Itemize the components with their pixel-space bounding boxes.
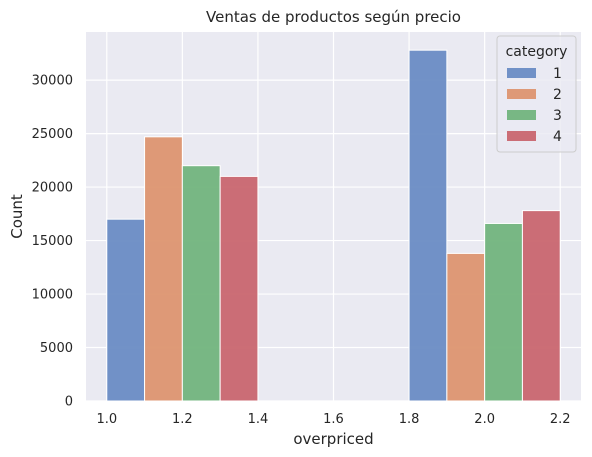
legend-swatch-3 [507,110,536,120]
y-tick-label: 15000 [32,234,73,249]
legend: category 1 2 3 4 [496,35,577,153]
x-tick-label: 2.2 [550,412,571,427]
bar-category-4 [219,175,259,402]
legend-label-1: 1 [553,66,562,82]
y-tick-label: 30000 [32,74,73,89]
legend-label-3: 3 [553,108,562,124]
legend-swatch-4 [507,131,536,141]
y-tick-label: 10000 [32,288,73,303]
legend-box [496,35,577,153]
y-tick-label: 20000 [32,181,73,196]
legend-swatch-1 [507,68,536,78]
bar-category-3 [181,165,221,402]
legend-label-2: 2 [553,87,562,103]
bar-category-1 [408,49,448,402]
x-tick-label: 2.0 [474,412,495,427]
tick-labels: 1.0 1.2 1.4 1.6 1.8 2.0 2.2 0 5000 10000 15000 2000… [32,74,571,427]
bars [106,49,561,402]
x-axis-label: overpriced [293,430,373,448]
bar-category-2 [446,252,486,402]
x-tick-label: 1.6 [323,412,344,427]
legend-label-4: 4 [553,129,562,145]
y-axis-label: Count [8,194,26,239]
bar-category-2 [144,136,183,402]
x-tick-label: 1.4 [248,412,269,427]
bar-category-1 [106,218,146,402]
legend-swatch-2 [507,89,536,99]
bar-category-3 [484,222,523,402]
x-tick-label: 1.8 [399,412,420,427]
bar-category-4 [521,210,561,402]
x-tick-label: 1.2 [172,412,193,427]
legend-title: category [506,44,568,60]
y-tick-label: 25000 [32,127,73,142]
x-tick-label: 1.0 [96,412,117,427]
chart-title: Ventas de productos según precio [206,8,461,26]
y-tick-label: 0 [65,395,73,410]
y-tick-label: 5000 [40,341,73,356]
